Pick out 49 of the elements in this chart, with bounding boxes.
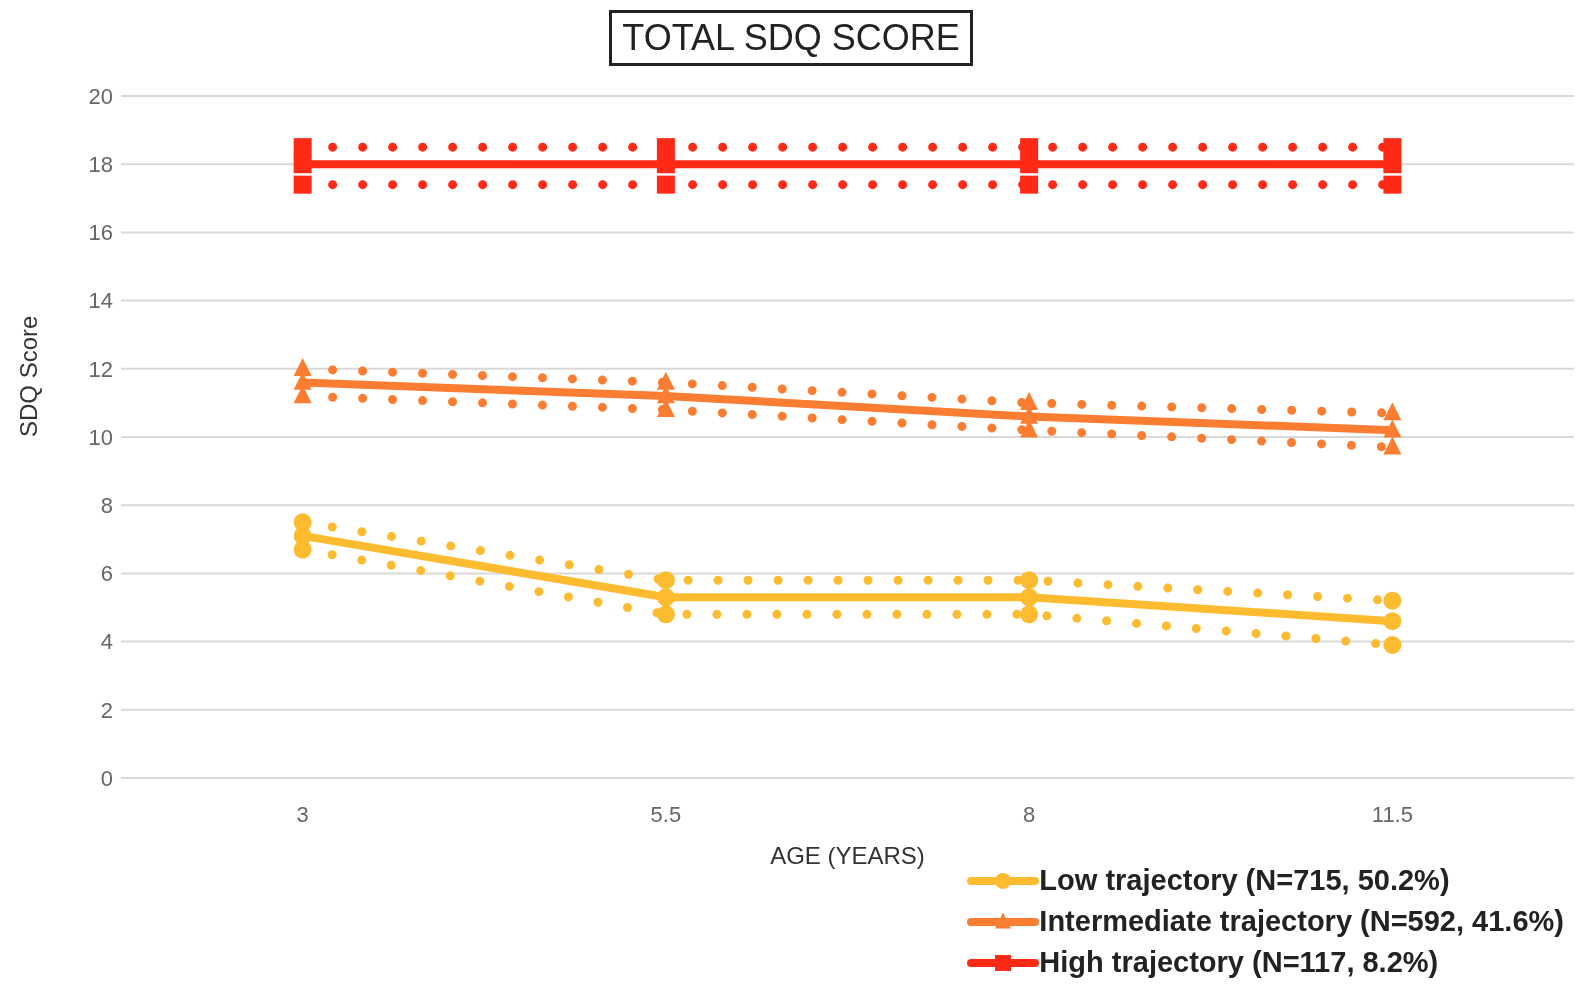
point bbox=[656, 175, 675, 194]
point bbox=[656, 371, 675, 390]
point bbox=[1383, 612, 1402, 631]
point bbox=[1383, 155, 1402, 174]
point bbox=[1020, 605, 1039, 624]
x-tick-label: 8 bbox=[1023, 801, 1036, 827]
point bbox=[293, 540, 312, 559]
point bbox=[656, 155, 675, 174]
point bbox=[656, 588, 675, 607]
legend-label: Low trajectory (N=715, 50.2%) bbox=[1039, 864, 1450, 897]
point bbox=[1020, 155, 1039, 174]
point bbox=[293, 155, 312, 174]
y-tick-label: 6 bbox=[100, 561, 113, 587]
legend-label: Intermediate trajectory (N=592, 41.6%) bbox=[1039, 905, 1564, 938]
point bbox=[293, 175, 312, 194]
x-axis-title: AGE (YEARS) bbox=[770, 842, 925, 869]
y-tick-label: 4 bbox=[100, 629, 113, 655]
y-tick-label: 18 bbox=[88, 152, 113, 178]
y-tick-label: 10 bbox=[88, 424, 113, 450]
x-tick-label: 11.5 bbox=[1371, 801, 1413, 827]
y-axis-title: SDQ Score bbox=[14, 315, 42, 437]
point bbox=[1020, 588, 1039, 607]
point bbox=[656, 605, 675, 624]
point bbox=[293, 138, 312, 157]
legend-label: High trajectory (N=117, 8.2%) bbox=[1039, 946, 1439, 979]
y-tick-label: 2 bbox=[100, 697, 113, 723]
y-tick-label: 16 bbox=[88, 220, 113, 246]
point bbox=[1020, 571, 1039, 590]
y-tick-label: 14 bbox=[88, 288, 113, 314]
point bbox=[1383, 591, 1402, 610]
point bbox=[1383, 419, 1402, 438]
point bbox=[1383, 138, 1402, 157]
x-tick-label: 3 bbox=[296, 801, 309, 827]
y-tick-label: 12 bbox=[88, 356, 113, 382]
chart-title: TOTAL SDQ SCORE bbox=[609, 10, 973, 66]
y-tick-label: 8 bbox=[100, 493, 113, 519]
point bbox=[1383, 436, 1402, 455]
point bbox=[1383, 175, 1402, 194]
x-tick-label: 5.5 bbox=[650, 801, 682, 827]
point bbox=[1020, 175, 1039, 194]
y-tick-label: 0 bbox=[100, 765, 113, 791]
point bbox=[1383, 402, 1402, 421]
point bbox=[1020, 138, 1039, 157]
point bbox=[293, 358, 312, 376]
point bbox=[1383, 636, 1402, 655]
point bbox=[656, 138, 675, 157]
point bbox=[1020, 392, 1039, 411]
y-tick-label: 20 bbox=[88, 83, 113, 109]
point bbox=[656, 571, 675, 590]
